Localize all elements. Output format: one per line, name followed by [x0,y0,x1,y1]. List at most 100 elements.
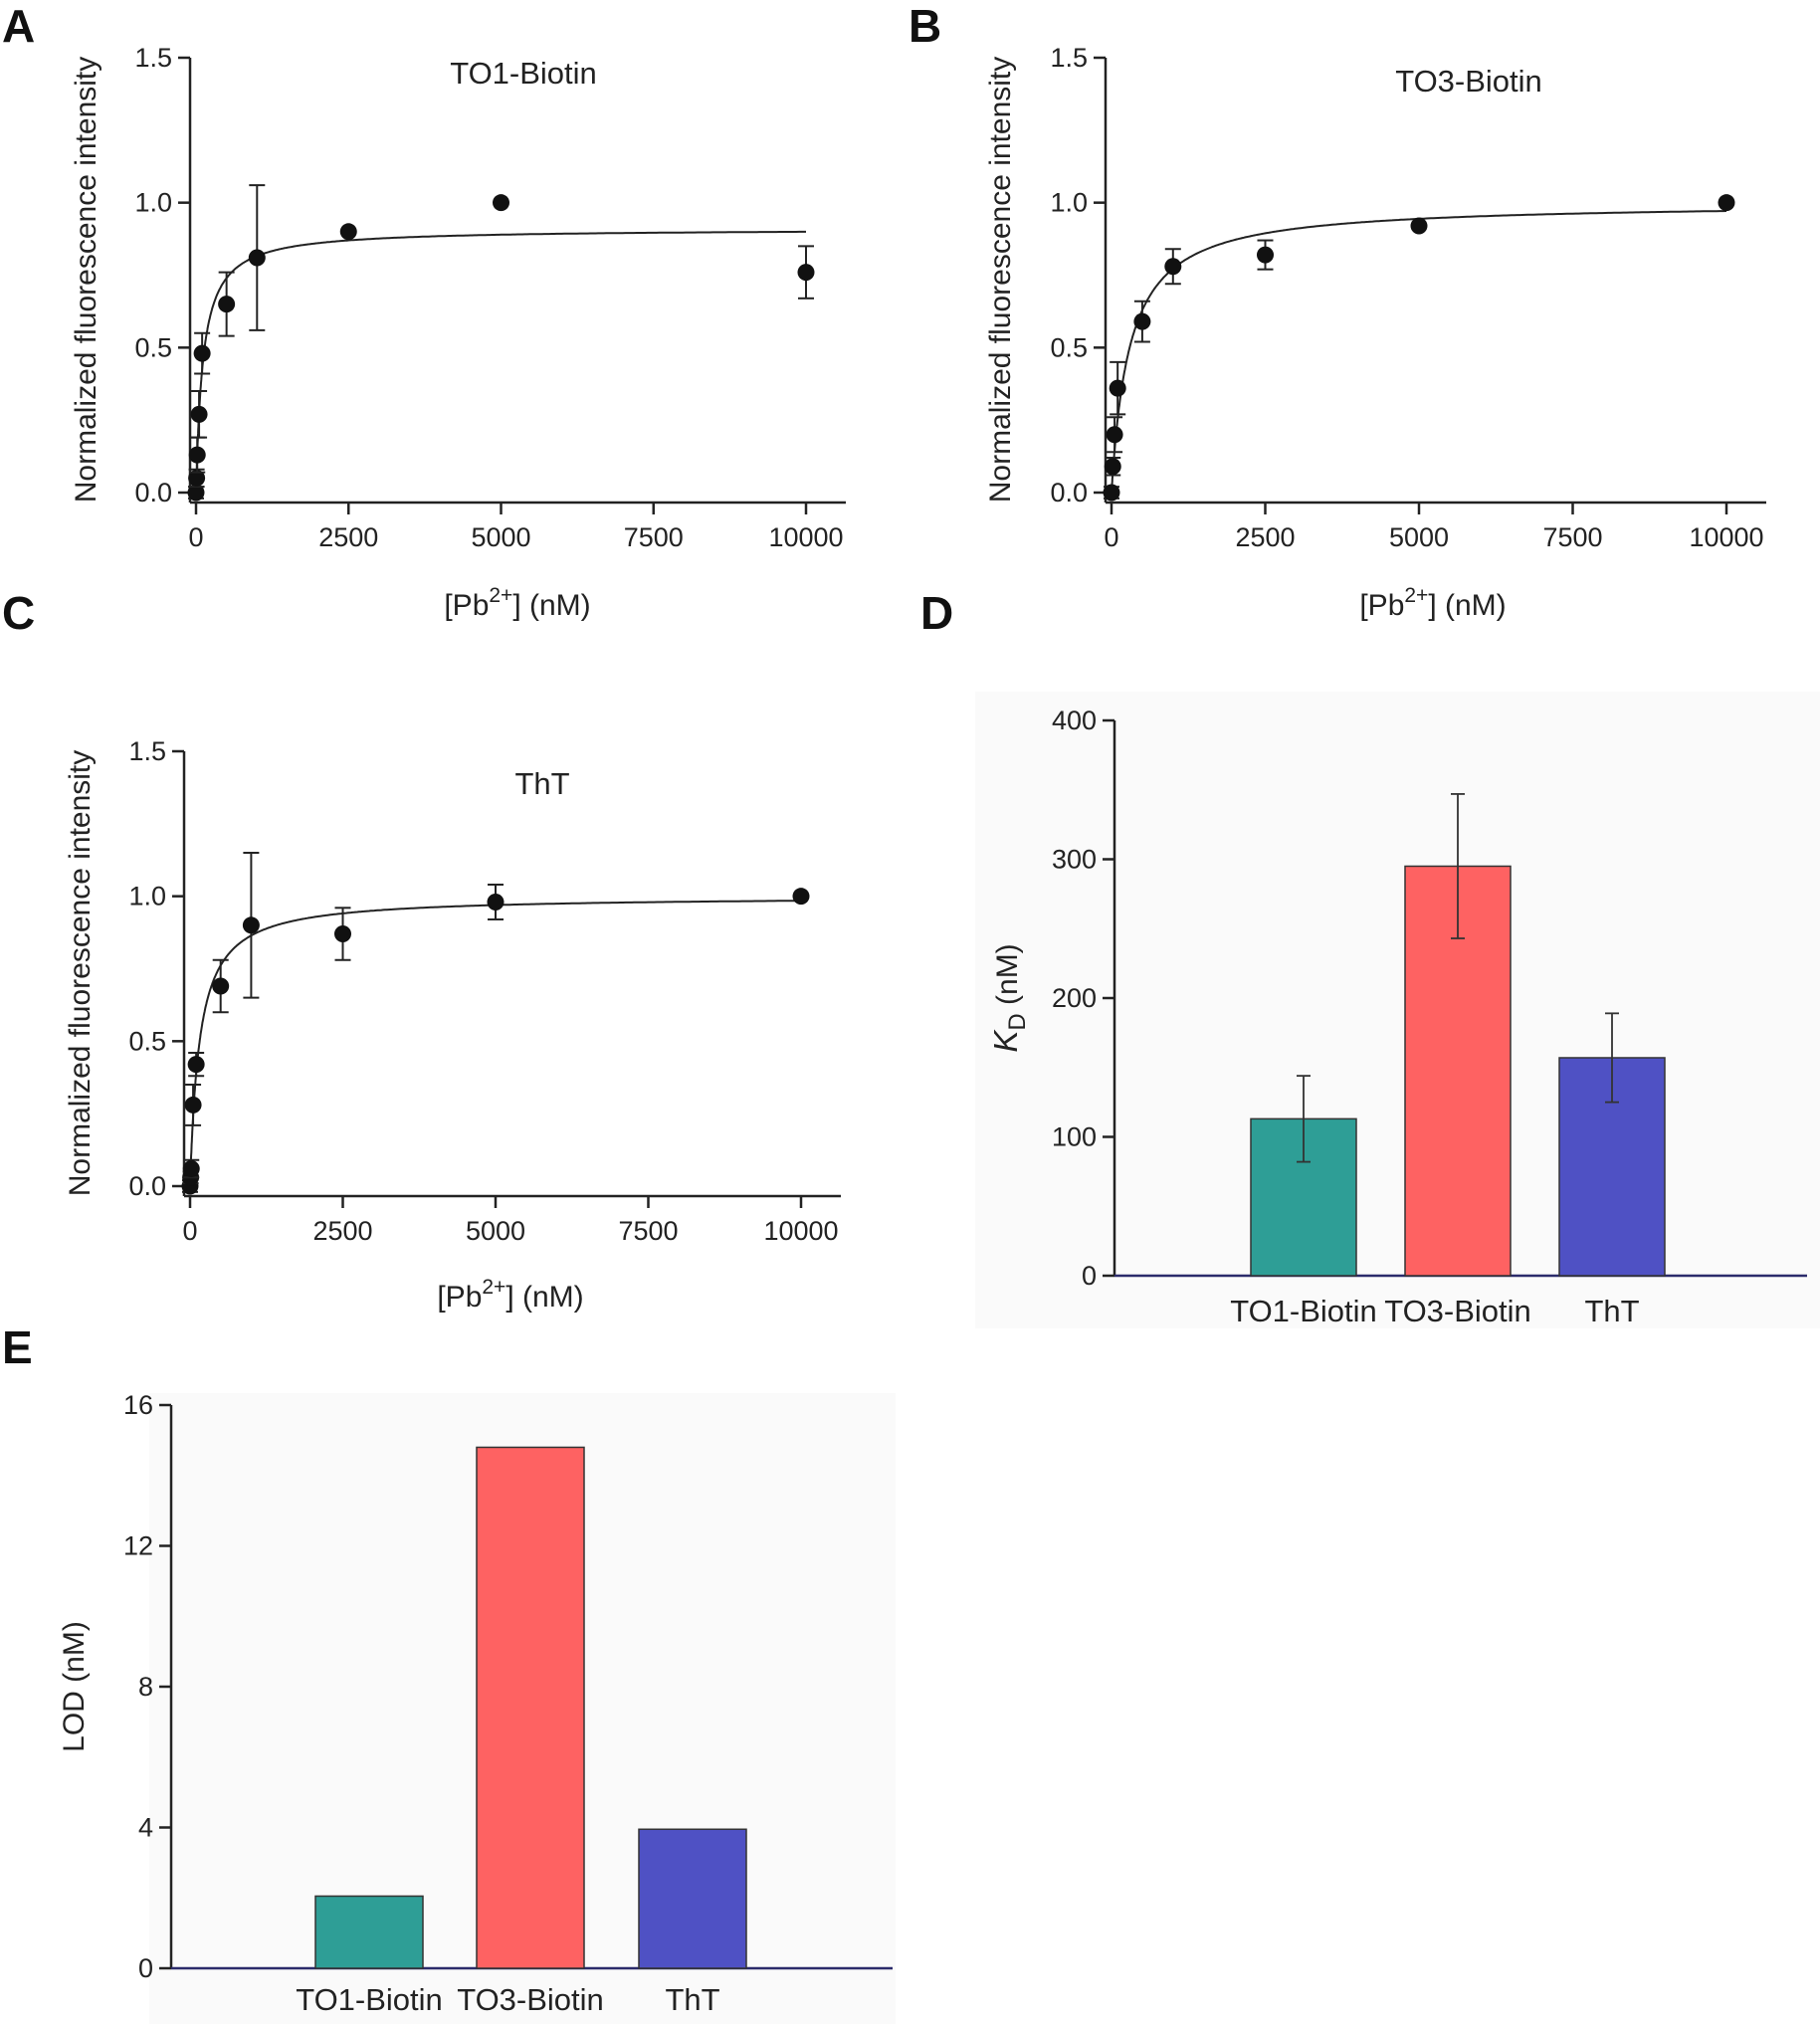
panel-a: A TO1-Biotin Normalized fluorescence int… [2,0,846,622]
bar [638,1828,747,1969]
y-tick-label: 0 [1082,1261,1097,1291]
y-tick-label: 1.5 [134,43,172,73]
panel-d-yticks: 0 100 200 300 400 [1052,706,1114,1291]
panel-b-axes [1104,58,1766,505]
category-label: TO1-Biotin [1230,1294,1377,1328]
data-point [797,264,815,282]
panel-d-category-labels: TO1-Biotin TO3-Biotin ThT [1230,1294,1639,1328]
category-label: ThT [1584,1294,1639,1328]
category-label: TO3-Biotin [1384,1294,1531,1328]
panel-b-inset-label: TO3-Biotin [1395,64,1542,99]
y-tick-label: 300 [1052,845,1097,875]
panel-c-points [181,851,810,1195]
x-tick-label: 5000 [466,1216,525,1246]
x-tick-label: 10000 [768,522,843,552]
panel-c-yticks: 0.0 0.5 1.0 1.5 [128,736,184,1201]
panel-letter-a: A [2,0,35,52]
data-point [187,1056,205,1074]
data-point [218,296,236,313]
panel-e-ylabel: LOD (nM) [58,1621,91,1752]
data-point [792,888,810,906]
panel-d-ylabel: KD (nM) [987,943,1031,1052]
x-tick-label: 0 [1104,522,1118,552]
x-tick-label: 5000 [471,522,530,552]
data-point [193,344,211,362]
panel-c-xlabel: [Pb2+] (nM) [437,1276,583,1314]
panel-b-ylabel: Normalized fluorescence intensity [984,57,1017,504]
data-point [1164,258,1182,276]
data-point [339,223,357,241]
panel-b-xlabel: [Pb2+] (nM) [1359,584,1506,622]
y-tick-label: 200 [1052,983,1097,1013]
y-tick-label: 0.5 [134,332,172,362]
panel-d: D KD (nM) 0 100 200 300 400 TO1-Biotin TO3-Bi… [920,587,1820,1328]
bar [314,1895,424,1969]
y-tick-label: 100 [1052,1122,1097,1152]
y-tick-label: 0.5 [1050,332,1088,362]
x-tick-label: 10000 [763,1216,838,1246]
y-tick-label: 1.5 [1050,43,1088,73]
panel-d-background [975,692,1820,1328]
panel-e-category-labels: TO1-Biotin TO3-Biotin ThT [296,1982,719,2017]
y-tick-label: 16 [123,1390,153,1420]
y-tick-label: 400 [1052,706,1097,735]
data-point [212,977,230,995]
data-point [182,1160,200,1178]
panel-a-fit-curve [195,230,806,493]
category-label: ThT [665,1982,719,2017]
y-tick-label: 0.0 [1050,478,1088,507]
y-tick-label: 0.5 [128,1026,166,1056]
panel-b-yticks: 0.0 0.5 1.0 1.5 [1050,43,1106,507]
y-tick-label: 1.0 [128,882,166,911]
y-tick-label: 0.0 [134,478,172,507]
x-tick-label: 2500 [318,522,378,552]
panel-e-yticks: 0 4 8 12 16 [123,1390,171,1983]
x-tick-label: 0 [182,1216,197,1246]
x-tick-label: 7500 [624,522,684,552]
data-point [1133,312,1151,330]
category-label: TO3-Biotin [457,1982,604,2017]
data-point [487,893,505,911]
fit-curve-line [1111,210,1727,493]
data-point [184,1096,202,1113]
panel-c-inset-label: ThT [514,766,569,801]
panel-c-axes [182,751,841,1198]
data-point [1410,217,1428,235]
category-label: TO1-Biotin [296,1982,443,2017]
panel-c-xticks: 0 2500 5000 7500 10000 [182,1196,839,1246]
data-point [334,925,351,943]
panel-b-xticks: 0 2500 5000 7500 10000 [1104,503,1764,552]
data-point [1718,194,1735,212]
data-point [1257,246,1274,264]
panel-a-xlabel: [Pb2+] (nM) [444,584,590,622]
panel-c-fit-curve [189,900,801,1186]
data-point [187,484,205,502]
y-tick-label: 0 [138,1953,153,1983]
panel-d-bars [1250,793,1666,1277]
panel-b-fit-curve [1111,210,1727,493]
data-point [1109,379,1126,397]
y-tick-label: 1.5 [128,736,166,766]
data-point [1106,426,1123,444]
data-point [1103,484,1120,502]
bar [476,1446,585,1969]
x-tick-label: 10000 [1689,522,1763,552]
panel-a-yticks: 0.0 0.5 1.0 1.5 [134,43,190,507]
data-point [188,469,206,487]
panel-e-bars [314,1446,747,1969]
panel-a-axes [188,58,846,505]
panel-letter-e: E [2,1321,33,1373]
panel-b: B TO3-Biotin Normalized fluorescence int… [909,0,1766,622]
data-point [248,249,266,267]
data-point [493,194,509,212]
y-tick-label: 1.0 [134,188,172,218]
y-tick-label: 8 [138,1672,153,1702]
data-point [242,916,260,934]
x-tick-label: 2500 [1235,522,1295,552]
y-tick-label: 4 [138,1813,153,1843]
panel-a-ylabel: Normalized fluorescence intensity [70,57,102,504]
panel-a-xticks: 0 2500 5000 7500 10000 [188,503,844,552]
x-tick-label: 7500 [1542,522,1602,552]
data-point [190,405,208,423]
panel-letter-c: C [2,587,35,639]
